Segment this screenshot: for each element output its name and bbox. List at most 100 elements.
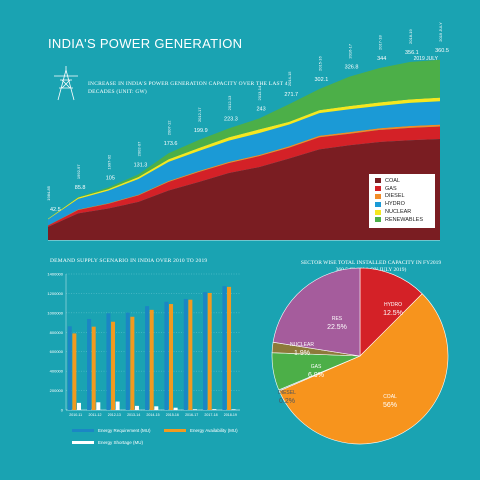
bar-shortage xyxy=(134,405,139,410)
pie-value-diesel: 0.2% xyxy=(279,398,295,405)
legend-label: RENEWABLES xyxy=(385,216,424,223)
area-period-label: 2019 JULY xyxy=(438,22,443,42)
area-total-label: 360.5 xyxy=(435,48,449,54)
bar-legend-item: Energy Shortage (MU) xyxy=(72,440,143,445)
bar-legend-label: Energy Shortage (MU) xyxy=(98,440,144,445)
legend-label: NUCLEAR xyxy=(385,209,412,216)
pie-label-coal: COAL xyxy=(383,394,397,400)
bar-requirement xyxy=(222,286,227,410)
bar-y-tick: 800000 xyxy=(50,330,64,335)
page-title: INDIA'S POWER GENERATION xyxy=(48,36,243,51)
bar-requirement xyxy=(164,301,169,410)
pie-label-hydro: HYDRO xyxy=(384,302,402,308)
bar-requirement xyxy=(183,298,188,410)
bar-availability xyxy=(72,333,77,410)
bar-x-tick: 2014-15 xyxy=(146,413,159,417)
area-total-label: 223.3 xyxy=(224,116,238,122)
area-total-label: 105 xyxy=(106,176,115,182)
bar-requirement xyxy=(145,306,150,410)
bar-availability xyxy=(188,299,193,410)
legend-item-renewables: RENEWABLES xyxy=(375,216,435,224)
bar-legend-label: Energy Availability (MU) xyxy=(190,428,238,433)
area-total-label: 243 xyxy=(256,107,265,113)
bar-shortage xyxy=(96,402,101,410)
bar-requirement xyxy=(67,326,72,410)
area-period-label: 2015-16 xyxy=(317,55,322,70)
legend-label: GAS xyxy=(385,185,397,192)
area-total-label: 356.1 xyxy=(405,50,419,56)
bar-x-tick: 2010-11 xyxy=(69,413,82,417)
pie-slice-hydro xyxy=(359,267,423,357)
pie-title-line-1: SECTOR WISE TOTAL INSTALLED CAPACITY IN … xyxy=(300,260,442,266)
bar-shortage xyxy=(192,409,197,410)
bar-availability xyxy=(227,286,232,410)
pie-value-gas: 6.9% xyxy=(308,372,324,379)
pie-label-diesel: DIESEL xyxy=(278,390,296,396)
bar-x-tick: 2013-14 xyxy=(127,413,140,417)
bar-legend-item: Energy Availability (MU) xyxy=(164,428,238,433)
area-period-label: 2002-07 xyxy=(136,141,141,156)
bar-chart-title: DEMAND SUPPLY SCENARIO IN INDIA OVER 201… xyxy=(50,258,208,264)
bar-y-tick: 200000 xyxy=(50,388,64,393)
area-total-sublabel: 2019 JULY xyxy=(414,56,439,62)
area-period-label: 1997-02 xyxy=(106,154,111,169)
area-period-label: 2014-15 xyxy=(287,71,292,86)
area-total-label: 173.6 xyxy=(164,141,178,147)
area-period-label: 2012-13 xyxy=(227,95,232,110)
pie-value-nuclear: 1.9% xyxy=(294,350,310,357)
bar-y-tick: 400000 xyxy=(50,369,64,374)
bar-legend-swatch xyxy=(164,429,186,432)
bar-availability xyxy=(169,304,174,410)
area-period-label: 2018-19 xyxy=(408,28,413,43)
bar-y-tick: 0 xyxy=(61,408,64,413)
bar-legend-swatch xyxy=(72,429,94,432)
pie-slice-coal xyxy=(278,293,449,445)
bar-y-tick: 1200000 xyxy=(47,291,63,296)
legend-item-hydro: HYDRO xyxy=(375,200,435,208)
bar-x-tick: 2015-16 xyxy=(166,413,179,417)
bar-legend-item: Energy Requirement (MU) xyxy=(72,428,151,433)
pie-value-hydro: 12.5% xyxy=(383,310,403,317)
pie-value-coal: 56% xyxy=(383,402,397,409)
legend-item-gas: GAS xyxy=(375,185,435,193)
area-total-label: 42.5 xyxy=(50,207,61,213)
area-total-label: 344 xyxy=(377,56,386,62)
bar-y-tick: 1400000 xyxy=(47,272,63,277)
legend-item-diesel: DIESEL xyxy=(375,193,435,201)
pie-value-res: 22.5% xyxy=(327,324,347,331)
legend-label: DIESEL xyxy=(385,193,405,200)
bar-shortage xyxy=(173,407,178,410)
area-total-label: 199.9 xyxy=(194,128,208,134)
legend-item-nuclear: NUCLEAR xyxy=(375,208,435,216)
area-chart-legend: COAL GAS DIESEL HYDRO NUCLEAR RENEWABLES xyxy=(369,174,435,228)
legend-swatch xyxy=(375,186,381,192)
legend-swatch xyxy=(375,217,381,223)
bar-requirement xyxy=(203,292,208,410)
bar-shortage xyxy=(212,409,217,410)
bar-y-tick: 600000 xyxy=(50,349,64,354)
bar-shortage xyxy=(231,409,236,410)
area-series-gas xyxy=(48,126,440,227)
bar-legend-label: Energy Requirement (MU) xyxy=(98,428,151,433)
bar-requirement xyxy=(125,312,130,410)
bar-x-tick: 2016-17 xyxy=(185,413,198,417)
pie-label-nuclear: NUCLEAR xyxy=(290,342,314,348)
pie-label-gas: GAS xyxy=(311,364,322,370)
legend-label: HYDRO xyxy=(385,201,405,208)
legend-label: COAL xyxy=(385,177,400,184)
area-series-coal xyxy=(48,139,440,240)
bar-x-tick: 2012-13 xyxy=(108,413,121,417)
bar-y-tick: 1000000 xyxy=(47,310,63,315)
pie-label-res: RES xyxy=(332,316,343,322)
area-period-label: 1984-85 xyxy=(46,185,51,200)
legend-swatch xyxy=(375,209,381,215)
bar-availability xyxy=(111,321,116,410)
bar-x-tick: 2018-19 xyxy=(224,413,237,417)
area-period-label: 2012-17 xyxy=(197,107,202,122)
area-total-label: 131.3 xyxy=(134,162,148,168)
area-total-label: 85.8 xyxy=(75,185,86,191)
bar-requirement xyxy=(87,318,92,410)
